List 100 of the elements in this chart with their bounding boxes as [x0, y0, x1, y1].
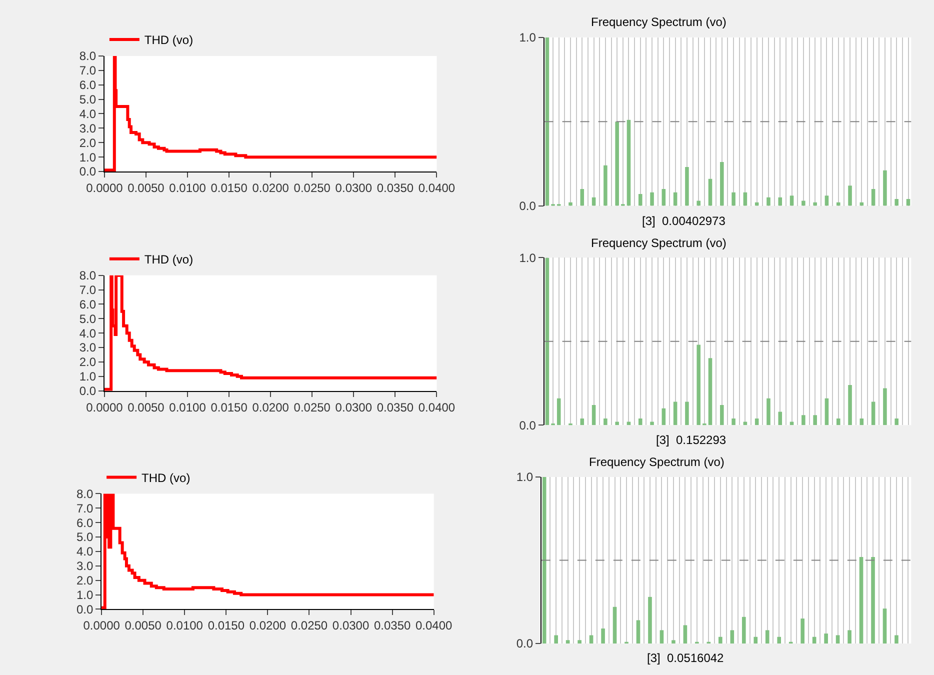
bar	[662, 188, 666, 206]
bar	[612, 606, 617, 644]
bar	[685, 167, 689, 206]
y-tick-label: 8.0	[79, 268, 96, 283]
x-tick-label: 0.0050	[124, 618, 162, 633]
bar	[636, 620, 640, 644]
bar	[708, 358, 712, 426]
y-tick-label: 1.0	[519, 250, 536, 265]
y-tick-label: 6.0	[76, 516, 94, 530]
y-tick-label: 4.0	[79, 106, 96, 121]
bar	[754, 636, 758, 644]
bar	[732, 418, 736, 426]
text: [3] 0.0516042	[647, 651, 724, 665]
bar	[836, 635, 840, 644]
bar	[848, 186, 852, 206]
y-tick-label: 1.0	[79, 370, 96, 384]
y-tick-label: 0.0	[79, 384, 96, 398]
bar	[836, 418, 840, 426]
bar	[648, 596, 652, 644]
bar	[778, 412, 782, 426]
bar	[638, 418, 642, 426]
text: [3] 0.152293	[656, 433, 726, 447]
y-tick-label: 8.0	[79, 49, 96, 64]
bar	[673, 402, 678, 426]
bar	[766, 197, 770, 206]
bar	[580, 418, 584, 426]
bar	[696, 200, 700, 206]
bar	[732, 192, 736, 206]
bar	[882, 608, 887, 644]
bar	[720, 162, 724, 206]
y-tick-label: 1.0	[79, 150, 96, 164]
x-tick-label: 0.0000	[86, 400, 124, 414]
bar	[708, 178, 712, 206]
bar	[824, 398, 829, 426]
bar	[578, 640, 582, 644]
bar	[568, 202, 572, 206]
bar	[626, 120, 631, 206]
bar	[871, 402, 876, 426]
bar	[601, 628, 605, 644]
y-tick-label: 5.0	[79, 92, 96, 106]
y-tick-label: 2.0	[76, 574, 94, 588]
bar	[777, 636, 782, 644]
bar	[813, 415, 817, 426]
bar	[802, 415, 806, 426]
bar	[765, 630, 770, 644]
bar	[871, 188, 876, 206]
x-tick-label: 0.0200	[252, 180, 290, 195]
x-tick-label: 0.0000	[86, 180, 124, 195]
bar	[871, 556, 875, 644]
x-tick-label: 0.0300	[335, 180, 372, 195]
bar	[766, 398, 770, 426]
x-tick-label: 0.0350	[374, 618, 411, 633]
y-tick-label: 3.0	[79, 121, 96, 136]
bar	[836, 202, 840, 206]
text: [3] 0.00402973	[642, 214, 726, 228]
legend-label: THD (vo)	[144, 33, 194, 48]
y-tick-label: 0.0	[76, 602, 94, 616]
y-tick-label: 2.0	[79, 355, 96, 370]
x-tick-label: 0.0300	[332, 618, 370, 633]
x-tick-label: 0.0050	[128, 180, 165, 195]
bar	[859, 556, 864, 644]
y-tick-label: 3.0	[76, 559, 94, 574]
bar	[604, 165, 608, 206]
x-tick-label: 0.0400	[415, 618, 453, 633]
bar	[824, 196, 829, 206]
y-tick-label: 0.0	[516, 636, 534, 651]
chart-title: Frequency Spectrum (vo)	[591, 236, 726, 250]
y-tick-label: 4.0	[79, 326, 96, 340]
y-tick-label: 0.0	[519, 418, 536, 432]
y-tick-label: 0.0	[79, 164, 96, 179]
bar	[800, 618, 804, 644]
bar	[802, 200, 806, 206]
bar	[556, 398, 561, 426]
bar	[720, 405, 724, 426]
x-tick-label: 0.0250	[294, 180, 331, 195]
bar	[894, 635, 898, 644]
bar	[650, 192, 654, 206]
bar	[672, 640, 676, 644]
x-tick-label: 0.0050	[128, 400, 165, 414]
y-tick-label: 5.0	[79, 312, 96, 326]
y-tick-label: 8.0	[76, 486, 94, 501]
y-tick-label: 1.0	[76, 588, 94, 602]
bar	[650, 422, 654, 426]
legend-label: THD (vo)	[142, 470, 190, 485]
bar	[685, 402, 689, 426]
bar	[683, 625, 688, 644]
x-tick-label: 0.0100	[169, 180, 206, 195]
y-tick-label: 7.0	[79, 64, 96, 78]
bar	[566, 640, 570, 644]
x-tick-label: 0.0000	[83, 618, 120, 633]
legend-label: THD (vo)	[144, 252, 194, 267]
x-tick-label: 0.0400	[418, 180, 456, 195]
bar	[615, 122, 619, 206]
y-tick-label: 7.0	[76, 501, 94, 516]
bar	[848, 630, 852, 644]
bar	[589, 635, 594, 644]
x-tick-label: 0.0100	[169, 400, 206, 414]
bar	[790, 196, 794, 206]
bar	[662, 408, 666, 426]
bar	[730, 630, 734, 644]
